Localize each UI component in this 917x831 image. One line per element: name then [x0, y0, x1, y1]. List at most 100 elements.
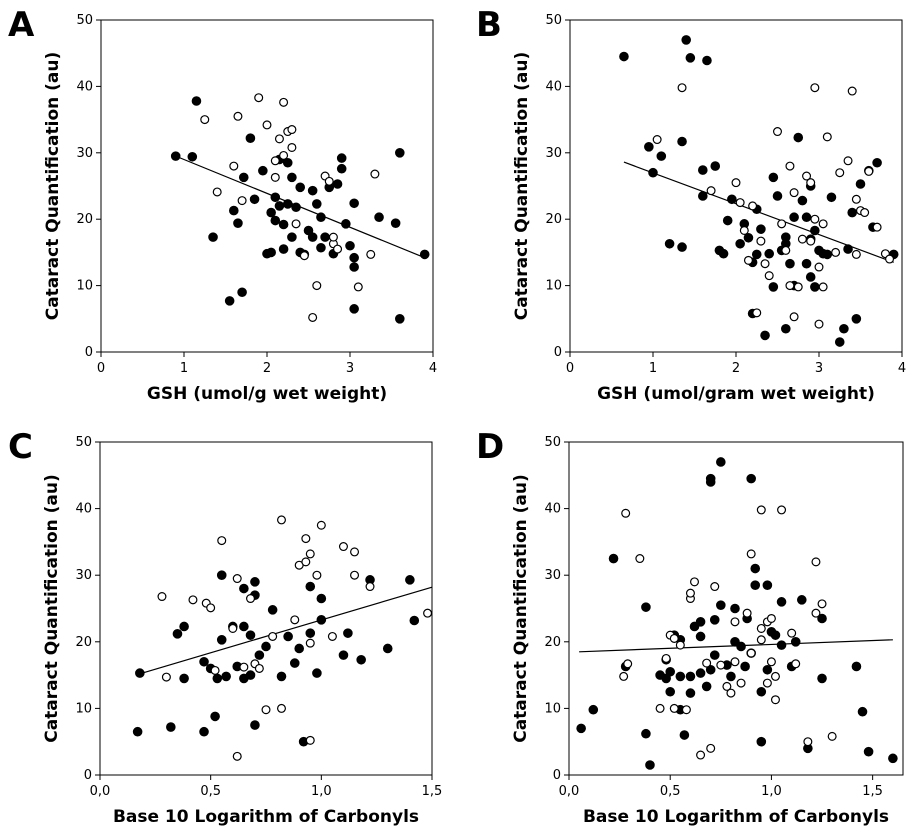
- point-open: [157, 592, 167, 602]
- point-filled: [295, 182, 306, 193]
- point-filled: [170, 151, 181, 161]
- point-filled: [187, 151, 198, 162]
- point-open: [308, 312, 318, 322]
- point-filled: [826, 192, 837, 203]
- point-filled: [261, 641, 271, 652]
- point-filled: [341, 219, 351, 229]
- point-open: [822, 132, 832, 142]
- point-filled: [760, 330, 770, 341]
- point-filled: [179, 673, 189, 684]
- point-open: [254, 93, 264, 103]
- point-open: [789, 312, 799, 322]
- y-tick-label: 20: [544, 635, 561, 650]
- point-open: [206, 603, 216, 613]
- point-open: [731, 178, 741, 188]
- point-filled: [221, 671, 231, 682]
- point-open: [312, 570, 322, 580]
- point-open: [200, 115, 210, 125]
- point-filled: [709, 650, 720, 660]
- point-filled: [266, 247, 276, 258]
- point-open: [814, 262, 824, 272]
- point-open: [726, 688, 736, 698]
- point-filled: [768, 172, 779, 183]
- point-filled: [332, 179, 343, 189]
- point-filled: [834, 337, 845, 347]
- x-tick-label: 0,0: [90, 784, 111, 799]
- point-filled: [681, 35, 692, 45]
- point-filled: [316, 212, 326, 223]
- point-filled: [817, 613, 827, 624]
- data-points: [576, 457, 898, 770]
- y-tick-label: 40: [544, 502, 561, 517]
- point-filled: [727, 194, 737, 205]
- point-filled: [266, 207, 276, 218]
- point-filled: [756, 686, 767, 697]
- y-tick-label: 40: [545, 79, 562, 94]
- point-filled: [409, 615, 420, 626]
- point-filled: [316, 615, 327, 625]
- point-filled: [740, 661, 750, 672]
- point-open: [810, 214, 820, 224]
- point-open: [246, 594, 256, 604]
- point-open: [781, 245, 791, 255]
- point-filled: [305, 581, 316, 592]
- point-open: [817, 599, 827, 609]
- point-open: [279, 97, 289, 107]
- point-filled: [762, 664, 773, 675]
- y-tick-label: 40: [75, 502, 92, 517]
- y-tick-label: 30: [76, 146, 93, 161]
- point-open: [756, 505, 766, 515]
- point-filled: [245, 670, 256, 680]
- point-filled: [677, 136, 687, 147]
- x-tick-label: 3: [346, 361, 354, 376]
- point-filled: [237, 287, 247, 298]
- y-tick-label: 30: [545, 146, 562, 161]
- point-filled: [839, 323, 849, 334]
- point-filled: [685, 671, 696, 682]
- point-open: [702, 658, 712, 668]
- point-filled: [677, 242, 687, 252]
- x-tick-label: 0: [566, 361, 574, 376]
- point-filled: [764, 248, 775, 259]
- point-filled: [419, 249, 430, 260]
- point-filled: [267, 605, 278, 615]
- point-filled: [282, 157, 293, 168]
- point-open: [276, 703, 286, 713]
- point-filled: [735, 238, 745, 249]
- point-filled: [208, 232, 218, 242]
- point-open: [261, 705, 271, 715]
- point-open: [818, 219, 828, 229]
- point-filled: [338, 650, 349, 660]
- point-open: [270, 156, 280, 166]
- point-open: [851, 194, 861, 204]
- point-open: [217, 536, 227, 546]
- point-filled: [698, 191, 708, 201]
- y-tick-label: 50: [545, 13, 562, 28]
- point-filled: [135, 668, 145, 678]
- point-filled: [395, 314, 405, 324]
- point-filled: [855, 179, 866, 189]
- point-filled: [790, 637, 801, 647]
- point-open: [268, 631, 278, 641]
- point-filled: [785, 258, 795, 269]
- point-filled: [294, 643, 305, 654]
- panel-letter: D: [476, 427, 504, 467]
- x-tick-label: 0,0: [559, 784, 580, 799]
- y-tick-label: 10: [544, 701, 561, 716]
- y-tick-label: 0: [553, 768, 561, 783]
- point-open: [742, 608, 752, 618]
- point-open: [316, 520, 326, 530]
- point-filled: [843, 244, 853, 254]
- point-open: [228, 623, 238, 633]
- point-open: [743, 255, 753, 265]
- point-filled: [390, 218, 401, 228]
- point-open: [756, 236, 766, 246]
- point-open: [353, 282, 363, 292]
- point-open: [777, 505, 787, 515]
- point-open: [305, 735, 315, 745]
- point-filled: [283, 631, 293, 642]
- point-open: [254, 663, 264, 673]
- panel-letter: A: [8, 5, 35, 45]
- x-tick-label: 1: [649, 361, 657, 376]
